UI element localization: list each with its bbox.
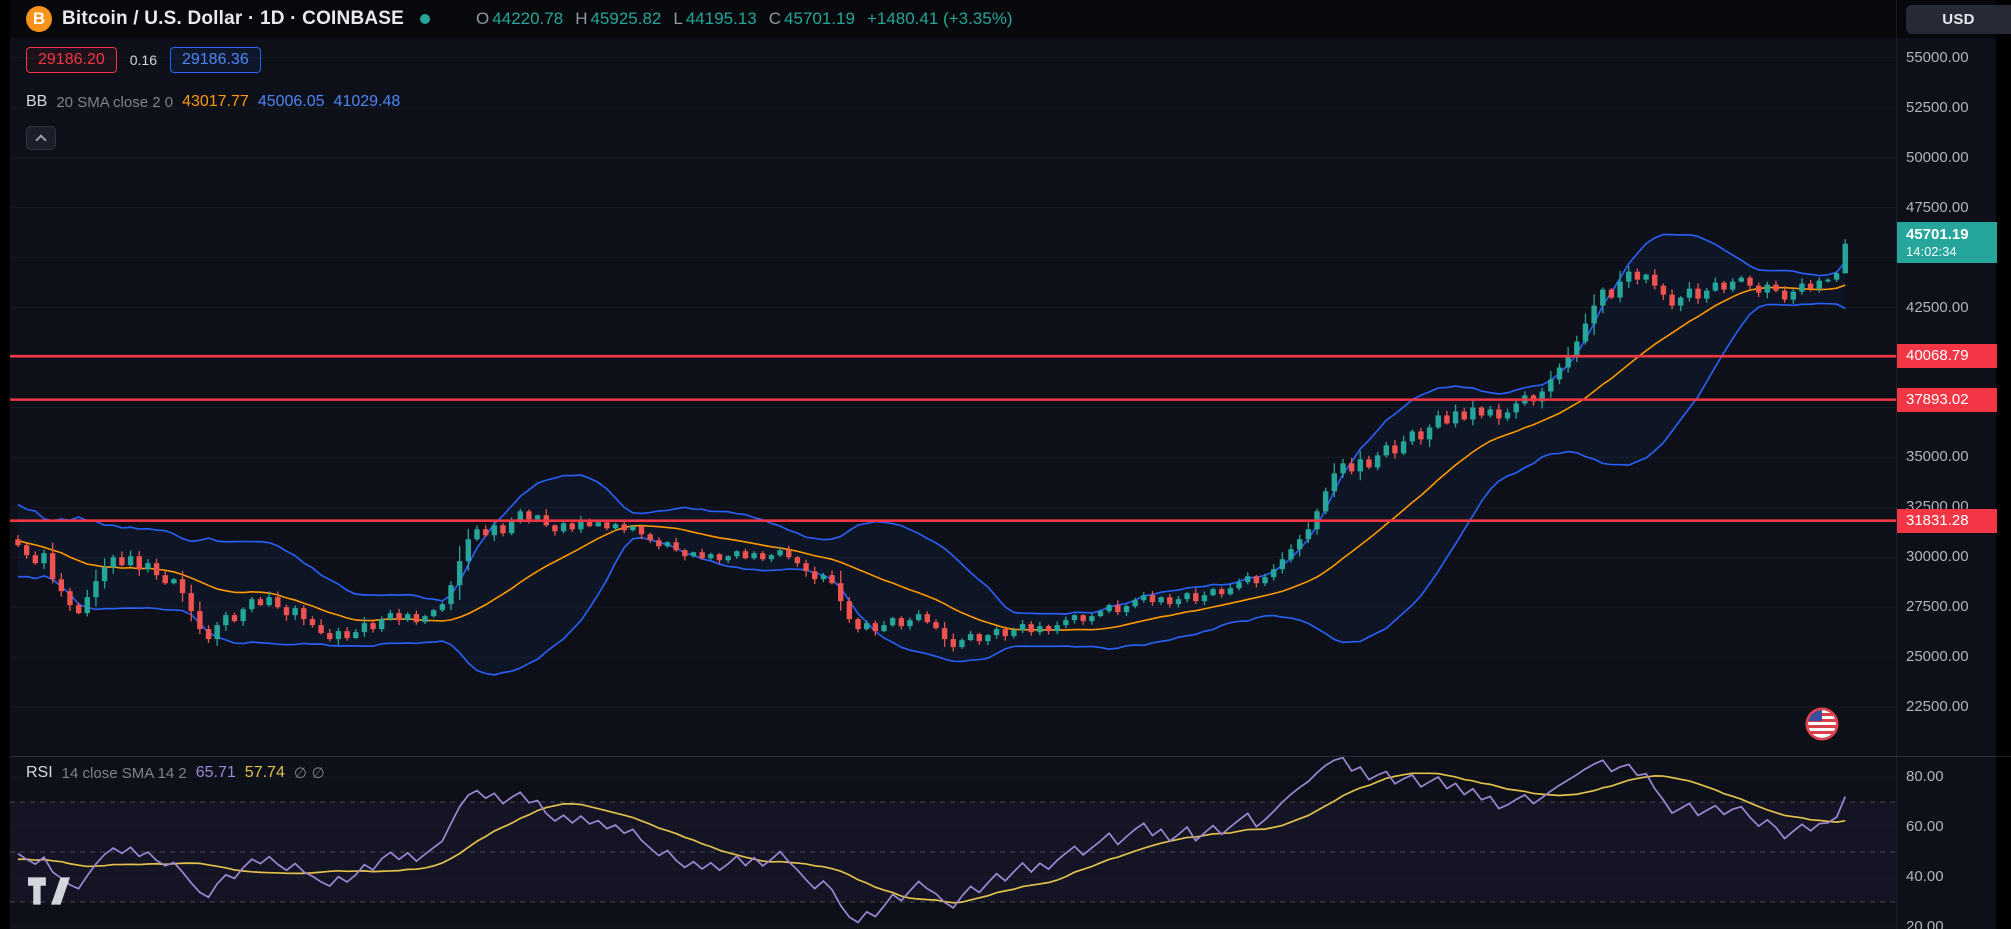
rsi-indicator-name[interactable]: RSI bbox=[26, 764, 53, 781]
high-label: H bbox=[575, 9, 588, 28]
rsi-axis-label: 20.00 bbox=[1906, 918, 1944, 929]
us-flag-icon[interactable] bbox=[1804, 706, 1840, 747]
low-value: 44195.13 bbox=[685, 9, 757, 28]
bb-basis-value: 43017.77 bbox=[182, 93, 249, 110]
market-status-icon[interactable] bbox=[420, 14, 431, 24]
bb-indicator-params: 20 SMA close 2 0 bbox=[56, 93, 174, 111]
right-edge-strip bbox=[1996, 0, 2011, 929]
price-axis-label: 35000.00 bbox=[1906, 448, 1969, 466]
symbol-title[interactable]: Bitcoin / U.S. Dollar · 1D · COINBASE bbox=[62, 8, 405, 29]
current-price-label: 45701.19 14:02:34 bbox=[1897, 221, 1997, 263]
chart-header-bar bbox=[10, 0, 2011, 38]
rsi-ma-value: 57.74 bbox=[244, 764, 285, 781]
currency-toggle-label: USD bbox=[1942, 11, 1975, 28]
price-axis-label: 50000.00 bbox=[1906, 148, 1969, 166]
rsi-axis-label: 40.00 bbox=[1906, 868, 1944, 885]
high-value: 45925.82 bbox=[590, 9, 662, 28]
bb-indicator-name[interactable]: BB bbox=[26, 93, 48, 110]
price-axis-label: 55000.00 bbox=[1906, 49, 1969, 66]
price-axis-label: 25000.00 bbox=[1906, 648, 1969, 666]
price-chart-canvas[interactable] bbox=[10, 0, 1896, 757]
rsi-chart-canvas[interactable] bbox=[10, 757, 1896, 929]
rsi-axis-label: 80.00 bbox=[1906, 768, 1944, 785]
chevron-up-icon bbox=[35, 134, 47, 146]
bb-lower-value: 41029.48 bbox=[333, 93, 401, 110]
open-label: O bbox=[476, 9, 490, 28]
price-axis-label: 52500.00 bbox=[1906, 98, 1969, 116]
rsi-legend-row[interactable]: RSI 14 close SMA 14 2 65.71 57.74 ∅ ∅ bbox=[26, 764, 325, 782]
price-line-label-red[interactable]: 40068.79 bbox=[1897, 344, 1997, 369]
alert-price-badge-red[interactable]: 29186.20 bbox=[26, 47, 117, 73]
price-axis-label: 42500.00 bbox=[1906, 298, 1969, 316]
tradingview-logo[interactable] bbox=[28, 877, 70, 910]
symbol-legend-row: B Bitcoin / U.S. Dollar · 1D · COINBASE … bbox=[26, 6, 1013, 32]
currency-toggle-button[interactable]: USD bbox=[1906, 5, 2011, 34]
rsi-indicator-params: 14 close SMA 14 2 bbox=[61, 764, 187, 782]
rsi-value: 65.71 bbox=[195, 764, 236, 781]
trading-chart-window: B Bitcoin / U.S. Dollar · 1D · COINBASE … bbox=[10, 0, 2011, 929]
ohlc-readout: O 44220.78 H 45925.82 L 44195.13 C 45701… bbox=[464, 9, 1012, 29]
open-value: 44220.78 bbox=[492, 9, 564, 28]
price-line-label-red[interactable]: 37893.02 bbox=[1897, 387, 1997, 412]
price-alert-row: 29186.20 0.16 29186.36 bbox=[26, 47, 261, 73]
pane-separator-handle[interactable] bbox=[10, 756, 2011, 757]
bb-upper-value: 45006.05 bbox=[257, 93, 325, 110]
position-size-value: 0.16 bbox=[129, 52, 157, 68]
bar-countdown: 14:02:34 bbox=[1906, 243, 1957, 259]
price-line-label-red[interactable]: 31831.28 bbox=[1897, 508, 1997, 533]
price-axis-label: 22500.00 bbox=[1906, 698, 1969, 715]
close-value: 45701.19 bbox=[784, 9, 855, 28]
bitcoin-icon: B bbox=[26, 6, 52, 32]
rsi-axis-label: 60.00 bbox=[1906, 818, 1944, 835]
price-axis-label: 30000.00 bbox=[1906, 548, 1969, 566]
price-axis-label: 27500.00 bbox=[1906, 598, 1969, 616]
bollinger-legend-row[interactable]: BB 20 SMA close 2 0 43017.77 45006.05 41… bbox=[26, 93, 400, 111]
rsi-disabled-plots-icon: ∅ ∅ bbox=[293, 764, 325, 782]
alert-price-badge-blue[interactable]: 29186.36 bbox=[169, 47, 261, 73]
change-value: +1480.41 (+3.35%) bbox=[866, 9, 1013, 28]
low-label: L bbox=[673, 9, 683, 28]
price-axis-label: 47500.00 bbox=[1906, 198, 1969, 216]
collapse-legend-button[interactable] bbox=[26, 126, 56, 150]
price-axis[interactable]: 55000.00 52500.00 50000.00 47500.00 42500.00… bbox=[1896, 0, 1997, 929]
close-label: C bbox=[768, 9, 782, 28]
